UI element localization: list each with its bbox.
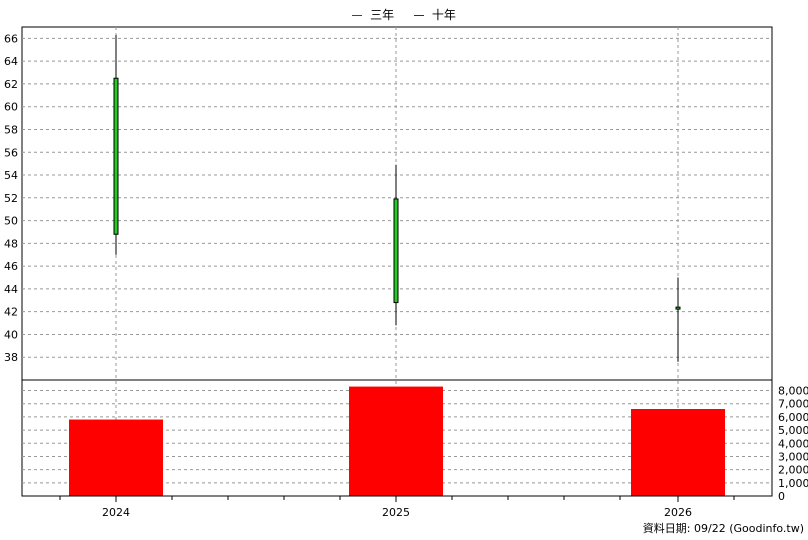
price-tick-label: 54 xyxy=(4,169,18,182)
volume-bar xyxy=(631,409,725,496)
price-tick-label: 44 xyxy=(4,283,18,296)
price-tick-label: 62 xyxy=(4,78,18,91)
candle-body xyxy=(113,77,119,235)
price-tick-label: 56 xyxy=(4,146,18,159)
volume-tick-label: 1,000 xyxy=(778,477,808,490)
volume-tick-label: 2,000 xyxy=(778,464,808,477)
volume-tick-label: 0 xyxy=(778,490,785,503)
price-tick-label: 46 xyxy=(4,260,18,273)
legend-label-10y: 十年 xyxy=(431,8,456,22)
legend-label-3y: 三年 xyxy=(370,8,395,22)
candle-body xyxy=(393,198,399,304)
x-tick-label: 2026 xyxy=(664,506,692,519)
x-tick-label: 2024 xyxy=(102,506,130,519)
price-tick-label: 50 xyxy=(4,215,18,228)
volume-tick-label: 4,000 xyxy=(778,437,808,450)
volume-tick-label: 8,000 xyxy=(778,385,808,398)
legend-swatch-10y xyxy=(413,15,424,16)
price-tick-label: 58 xyxy=(4,123,18,136)
price-tick-label: 40 xyxy=(4,328,18,341)
price-tick-label: 38 xyxy=(4,351,18,364)
price-tick-label: 66 xyxy=(4,32,18,45)
legend-swatch-3y xyxy=(352,15,363,16)
volume-bar xyxy=(69,419,163,496)
data-date-footer: 資料日期: 09/22 (Goodinfo.tw) xyxy=(642,522,804,535)
price-tick-label: 60 xyxy=(4,101,18,114)
legend-item-10y: 十年 xyxy=(410,8,460,22)
price-tick-label: 48 xyxy=(4,237,18,250)
x-tick-label: 2025 xyxy=(382,506,410,519)
volume-tick-label: 3,000 xyxy=(778,450,808,463)
price-tick-label: 64 xyxy=(4,55,18,68)
price-tick-label: 42 xyxy=(4,306,18,319)
candle-body xyxy=(675,306,681,310)
legend: 三年 十年 xyxy=(0,6,808,23)
volume-tick-label: 6,000 xyxy=(778,411,808,424)
volume-tick-label: 7,000 xyxy=(778,398,808,411)
legend-item-3y: 三年 xyxy=(348,8,398,22)
price-tick-label: 52 xyxy=(4,192,18,205)
volume-bar xyxy=(349,386,443,496)
volume-tick-label: 5,000 xyxy=(778,424,808,437)
